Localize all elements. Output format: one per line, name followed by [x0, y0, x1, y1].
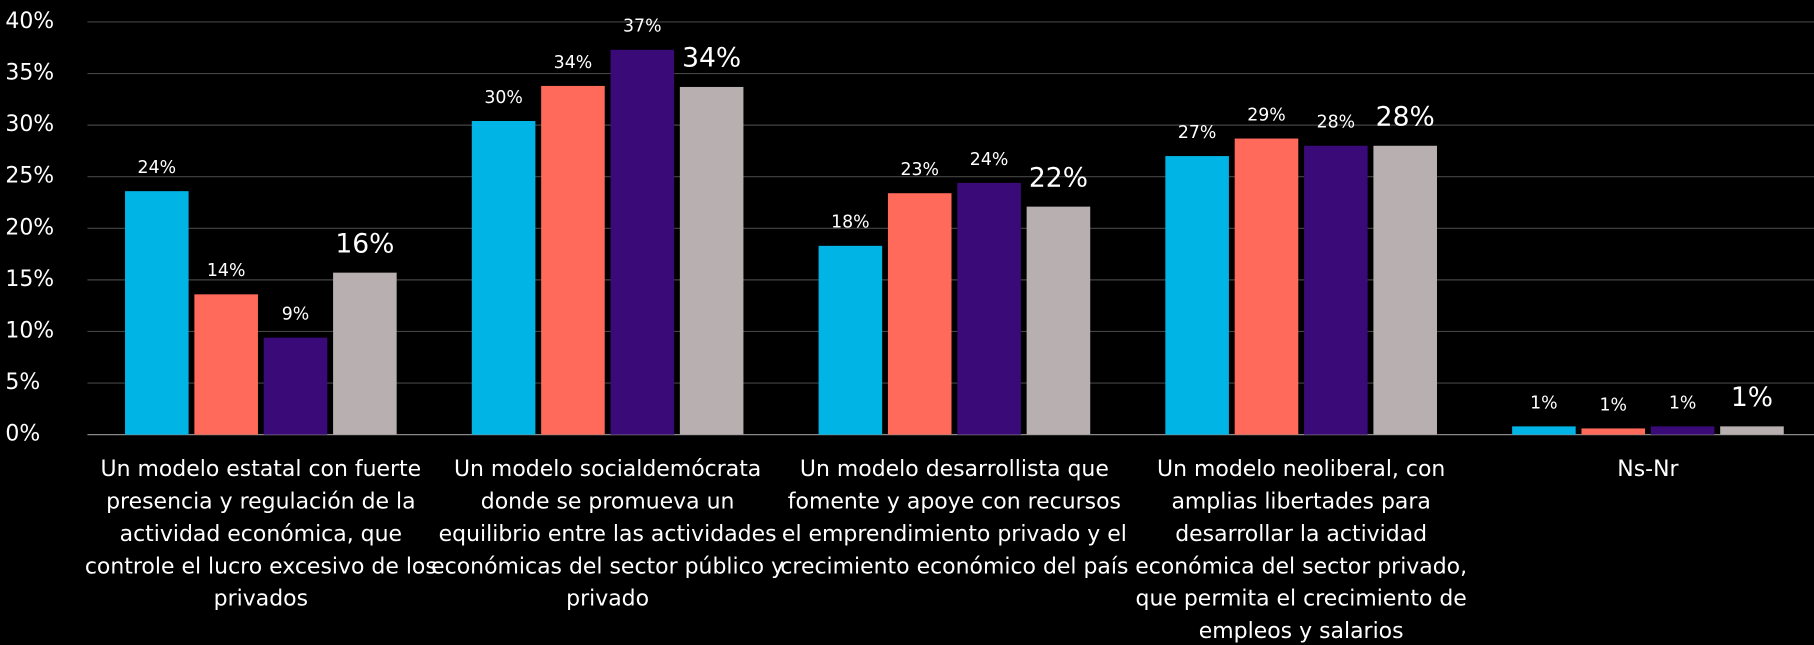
x-tick-label-box: Un modelo desarrollista que fomente y ap…	[780, 456, 1129, 580]
y-tick-label: 30%	[5, 112, 54, 137]
y-tick-label: 5%	[5, 370, 40, 395]
x-tick-label-box: Un modelo estatal con fuerte presencia y…	[84, 456, 437, 612]
data-label: 16%	[335, 228, 394, 259]
bar	[1165, 156, 1229, 435]
bar	[679, 86, 744, 435]
x-tick-label: Ns-Nr	[1617, 456, 1679, 483]
data-label: 28%	[1376, 102, 1435, 133]
data-label: 34%	[682, 43, 741, 74]
data-label: 1%	[1530, 393, 1557, 413]
data-label: 29%	[1247, 105, 1286, 125]
bar	[471, 121, 536, 435]
data-label: 37%	[623, 17, 662, 37]
x-tick-label-box: Un modelo neoliberal, con amplias libert…	[1135, 456, 1468, 644]
bar	[887, 193, 952, 435]
y-tick-label: 25%	[5, 164, 54, 189]
bar	[957, 182, 1021, 435]
bar	[1581, 428, 1646, 435]
bar	[1234, 138, 1299, 435]
data-label: 1%	[1600, 395, 1627, 415]
data-label: 1%	[1669, 393, 1696, 413]
bar	[194, 294, 258, 435]
data-label: 24%	[138, 158, 177, 178]
x-tick-label-box: Un modelo socialdemócrata donde se promu…	[431, 456, 785, 612]
bar	[1373, 145, 1437, 435]
y-tick-label: 10%	[5, 318, 54, 343]
data-label: 30%	[484, 88, 523, 108]
data-label: 34%	[554, 53, 593, 73]
data-label: 23%	[900, 160, 939, 180]
y-tick-label: 20%	[5, 215, 54, 240]
y-tick-label: 40%	[5, 9, 54, 34]
data-label: 18%	[831, 213, 870, 233]
bar	[125, 191, 189, 435]
bar	[1512, 426, 1576, 435]
data-label: 28%	[1317, 113, 1356, 133]
bar	[1304, 145, 1368, 435]
data-label: 14%	[207, 261, 246, 281]
bar	[1650, 426, 1715, 435]
y-tick-label: 15%	[5, 267, 54, 292]
data-label: 24%	[970, 150, 1009, 170]
data-label: 9%	[282, 305, 310, 325]
bar	[263, 337, 328, 435]
data-label: 1%	[1731, 382, 1773, 413]
x-tick-label: Un modelo socialdemócrata donde se promu…	[431, 456, 785, 612]
data-label: 27%	[1178, 123, 1217, 143]
x-tick-label: Un modelo estatal con fuerte presencia y…	[84, 456, 437, 612]
y-tick-label: 35%	[5, 61, 54, 86]
data-label: 22%	[1029, 162, 1088, 193]
x-tick-label: Un modelo desarrollista que fomente y ap…	[780, 456, 1129, 580]
x-tick-label: Un modelo neoliberal, con amplias libert…	[1135, 456, 1468, 644]
bar	[610, 49, 675, 435]
bar	[333, 272, 397, 435]
bar	[1026, 206, 1091, 435]
y-tick-label: 0%	[5, 422, 40, 447]
bar	[541, 85, 605, 435]
bar	[818, 245, 883, 435]
x-tick-label-box: Ns-Nr	[1617, 456, 1679, 483]
bar	[1720, 426, 1784, 435]
